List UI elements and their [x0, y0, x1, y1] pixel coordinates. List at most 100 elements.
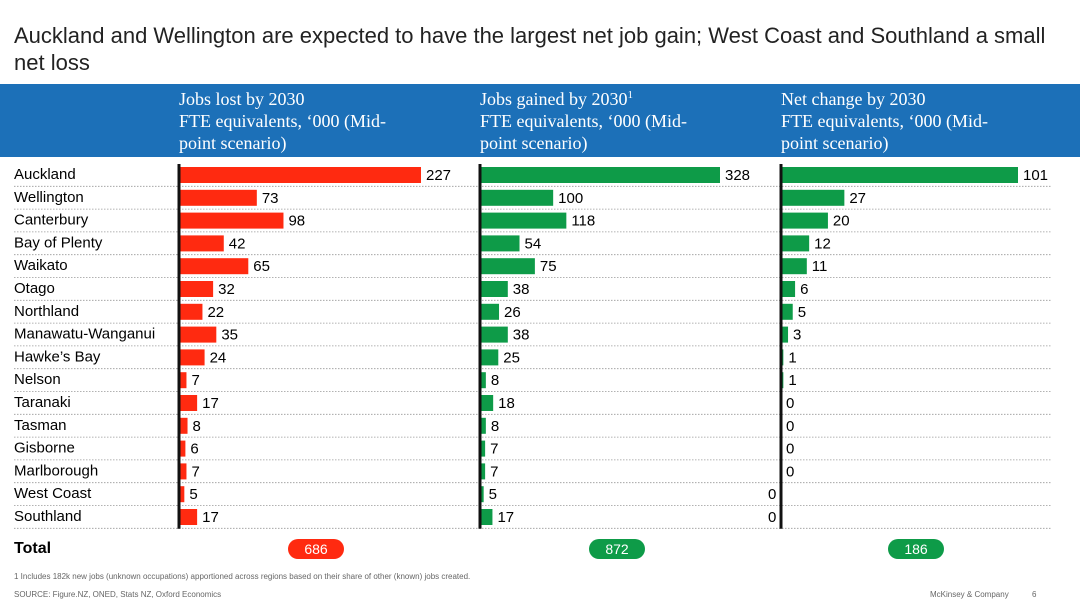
bar-lost	[179, 326, 217, 343]
bar-lost	[179, 303, 203, 320]
bar-gained	[480, 486, 484, 503]
data-label-lost: 5	[189, 486, 197, 503]
data-label-lost: 65	[253, 258, 270, 275]
bar-lost	[179, 417, 188, 434]
data-label-lost: 7	[191, 463, 199, 480]
bar-lost	[179, 440, 186, 457]
bar-gained	[480, 463, 486, 480]
category-label: Auckland	[14, 166, 76, 183]
data-label-net: 0	[786, 463, 794, 480]
header-band	[0, 84, 1080, 157]
data-label-lost: 32	[218, 281, 235, 298]
bar-gained	[480, 212, 567, 229]
bar-gained	[480, 395, 494, 411]
data-label-gained: 25	[503, 349, 520, 366]
data-label-lost: 35	[221, 327, 238, 344]
source-note: SOURCE: Figure.NZ, ONED, Stats NZ, Oxfor…	[14, 590, 222, 599]
bar-gained	[480, 189, 554, 206]
data-label-lost: 22	[207, 304, 224, 321]
data-label-net: 27	[849, 190, 866, 207]
page-number: 6	[1032, 590, 1037, 599]
data-label-gained: 38	[513, 327, 530, 344]
data-label-gained: 118	[571, 213, 595, 230]
bar-gained	[480, 349, 499, 366]
data-label-lost: 6	[190, 441, 198, 458]
data-label-lost: 17	[202, 395, 219, 412]
bar-net	[781, 212, 828, 229]
bar-gained	[480, 167, 720, 183]
total-gained-badge: 872	[589, 539, 645, 559]
bar-lost	[179, 372, 187, 389]
data-label-lost: 42	[229, 235, 246, 252]
bar-net	[781, 326, 789, 343]
bar-gained	[480, 303, 500, 320]
data-label-net: 3	[793, 327, 801, 344]
bar-gained	[480, 281, 508, 297]
category-label: Taranaki	[14, 394, 71, 411]
data-label-lost: 8	[193, 418, 201, 435]
category-label: West Coast	[14, 485, 92, 502]
column-heading-gained: Jobs gained by 20301 FTE equivalents, ‘0…	[480, 88, 740, 154]
bar-net	[781, 258, 807, 275]
bar-net	[781, 303, 793, 320]
category-label: Canterbury	[14, 212, 89, 229]
bar-lost	[179, 212, 284, 229]
category-label: Gisborne	[14, 440, 75, 457]
data-label-net: 101	[1023, 167, 1048, 184]
category-label: Wellington	[14, 189, 84, 206]
category-label: Southland	[14, 508, 82, 525]
data-label-net: 1	[788, 372, 796, 389]
data-label-lost: 7	[191, 372, 199, 389]
data-label-net: 0	[786, 395, 794, 412]
data-label-gained: 18	[498, 395, 515, 412]
bar-gained	[480, 440, 486, 457]
category-label: Tasman	[14, 417, 67, 434]
bar-gained	[480, 372, 486, 389]
total-net-badge: 186	[888, 539, 944, 559]
column-heading-gained-unit-1: FTE equivalents, ‘000 (Mid-	[480, 111, 687, 131]
footnote-marker: 1	[627, 89, 634, 101]
data-label-net: 11	[812, 258, 828, 275]
bar-lost	[179, 486, 185, 503]
bar-gained	[480, 258, 535, 275]
column-heading-net-title: Net change by 2030	[781, 89, 926, 109]
bar-lost	[179, 463, 187, 480]
data-label-gained: 26	[504, 304, 521, 321]
data-label-lost: 98	[288, 213, 305, 230]
data-label-gained: 5	[489, 486, 497, 503]
data-label-net: 0	[768, 509, 776, 526]
data-label-net: 12	[814, 235, 831, 252]
data-label-gained: 328	[725, 167, 750, 184]
column-heading-net: Net change by 2030 FTE equivalents, ‘000…	[781, 88, 1041, 154]
bar-lost	[179, 258, 249, 275]
data-label-net: 5	[798, 304, 806, 321]
bar-lost	[179, 235, 224, 252]
column-heading-gained-unit-2: point scenario)	[480, 133, 588, 153]
data-label-gained: 100	[558, 190, 583, 207]
bar-gained	[480, 417, 486, 434]
bar-gained	[480, 509, 493, 525]
column-heading-net-unit-1: FTE equivalents, ‘000 (Mid-	[781, 111, 988, 131]
bar-lost	[179, 281, 214, 297]
data-label-gained: 38	[513, 281, 530, 298]
category-label: Bay of Plenty	[14, 234, 103, 251]
data-label-net: 6	[800, 281, 808, 298]
bar-lost	[179, 509, 198, 525]
data-label-lost: 17	[202, 509, 219, 526]
brand-name: McKinsey & Company	[930, 590, 1009, 599]
data-label-gained: 8	[491, 418, 499, 435]
bar-gained	[480, 326, 508, 343]
bar-net	[781, 189, 845, 206]
data-label-lost: 73	[262, 190, 279, 207]
data-label-gained: 7	[490, 463, 498, 480]
data-label-gained: 17	[497, 509, 514, 526]
data-label-net: 20	[833, 213, 850, 230]
footnote: 1 Includes 182k new jobs (unknown occupa…	[14, 572, 471, 581]
data-label-net: 0	[768, 486, 776, 503]
column-heading-net-unit-2: point scenario)	[781, 133, 889, 153]
bar-net	[781, 235, 810, 252]
column-heading-lost-title: Jobs lost by 2030	[179, 89, 305, 109]
bar-gained	[480, 235, 520, 252]
bar-net	[781, 281, 796, 297]
data-label-net: 0	[786, 441, 794, 458]
